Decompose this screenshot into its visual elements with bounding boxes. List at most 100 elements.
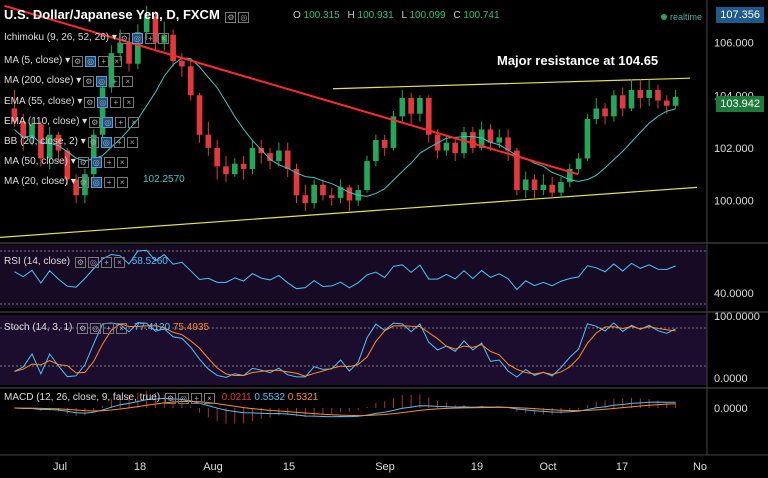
eye-icon[interactable]: ◎ [85,56,97,67]
settings-icon[interactable]: ⚙ [74,257,86,268]
candle-body [514,150,520,191]
pane-axis-label: 0.0000 [714,373,748,385]
settings-icon[interactable]: ⚙ [164,393,176,404]
realtime-label: realtime [670,12,703,22]
eye-icon[interactable]: ◎ [100,137,112,148]
add-icon[interactable]: + [103,323,115,334]
close-icon[interactable]: × [203,393,215,404]
gear-icon[interactable]: ⚙ [72,56,84,67]
eye-icon[interactable]: ◎ [97,97,109,108]
settings-icon[interactable]: ⚙ [77,323,89,334]
gear-icon[interactable]: ⚙ [118,33,130,44]
close-icon[interactable]: × [116,323,128,334]
eye-icon[interactable]: ◎ [96,76,108,87]
candle-body [540,184,547,191]
hide-icon[interactable]: ◎ [177,393,189,404]
eye-icon[interactable]: ◎ [102,117,114,128]
candle-body [470,132,476,148]
add-icon[interactable]: + [103,157,115,168]
candle-body [223,166,229,175]
candle-body [531,179,538,191]
candle-body [611,95,617,117]
eye-icon[interactable]: ◎ [90,157,102,168]
indicator-legend-item[interactable]: MA (20, close) ▾ ⚙ ◎ + × [4,176,128,188]
eye-icon[interactable]: ◎ [90,177,102,188]
candle-body [602,108,608,117]
add-icon[interactable]: + [109,76,121,87]
gear-icon[interactable]: ⚙ [87,137,99,148]
gear-icon[interactable]: ⚙ [77,177,89,188]
candle-body [240,163,247,169]
pane-axis-label: 100.0000 [714,311,760,323]
close-icon[interactable]: × [113,257,125,268]
high-value: 100.931 [357,10,394,21]
gear-icon[interactable]: ⚙ [84,97,96,108]
eye-icon[interactable]: ◎ [131,33,143,44]
stoch-pane [0,315,707,385]
candle-body [381,140,388,148]
add-icon[interactable]: + [144,33,156,44]
indicator-legend-item[interactable]: MA (5, close) ▾ ⚙ ◎ + × [4,55,123,67]
add-icon[interactable]: + [103,177,115,188]
add-icon[interactable]: + [110,97,122,108]
add-icon[interactable]: + [100,257,112,268]
stoch-k-value: 77.4120 [133,322,171,333]
time-tick-label: 15 [283,461,295,473]
hide-icon[interactable]: ◎ [238,12,250,23]
symbol-title: U.S. Dollar/Japanese Yen, D, FXCM [4,7,220,22]
stoch-k-line [14,322,676,378]
indicator-legend-item[interactable]: EMA (55, close) ▾ ⚙ ◎ + × [4,96,135,108]
candle-body [214,147,220,167]
gear-icon[interactable]: ⚙ [83,76,95,87]
close-icon[interactable]: × [128,117,140,128]
candle-body [655,90,661,101]
channel-bottom-line [0,186,698,238]
macd-signal-line [14,400,676,417]
add-icon[interactable]: + [113,137,125,148]
candle-body [293,168,300,196]
add-icon[interactable]: + [190,393,202,404]
close-icon[interactable]: × [116,157,128,168]
hide-icon[interactable]: ◎ [87,257,99,268]
settings-icon[interactable]: ⚙ [225,12,237,23]
close-icon[interactable]: × [123,97,135,108]
ma20-value: 102.2570 [143,174,185,185]
time-tick-label: Jul [53,461,67,473]
close-icon[interactable]: × [126,137,138,148]
candle-body [231,163,238,175]
indicator-legend-item[interactable]: Ichimoku (9, 26, 52, 26) ▾ ⚙ ◎ + × [4,32,169,44]
indicator-label: MA (200, close) ▾ [4,75,82,86]
candle-body [452,142,459,154]
indicator-label: MA (50, close) ▾ [4,156,76,167]
indicator-legend-item[interactable]: MA (200, close) ▾ ⚙ ◎ + × [4,75,134,87]
candle-body [575,158,582,169]
rsi-value: 58.5260 [131,256,168,267]
channel-top-line [332,77,691,90]
hide-icon[interactable]: ◎ [90,323,102,334]
candle-body [337,187,344,198]
close-icon[interactable]: × [116,177,128,188]
macd-signal-value: 0.5321 [287,392,319,403]
close-icon[interactable]: × [111,56,123,67]
indicator-legend-item[interactable]: BB (20, close, 2) ▾ ⚙ ◎ + × [4,136,138,148]
close-icon[interactable]: × [157,33,169,44]
price-top-label: 107.356 [716,7,764,23]
indicator-legend-item[interactable]: EMA (110, close) ▾ ⚙ ◎ + × [4,116,140,128]
close-icon[interactable]: × [122,76,134,87]
candle-body [461,132,467,154]
candle-body [672,96,679,106]
indicator-legend-item[interactable]: MA (50, close) ▾ ⚙ ◎ + × [4,156,128,168]
macd-title: MACD (12, 26, close, 9, false, true) [4,392,161,403]
candle-body [408,97,414,114]
candle-body [82,174,88,196]
gear-icon[interactable]: ⚙ [77,157,89,168]
time-tick-label: Sep [375,461,395,473]
price-tick-label: 106.000 [714,38,754,50]
candle-body [108,53,115,88]
macd-label: MACD (12, 26, close, 9, false, true) ⚙ ◎ +… [4,392,318,404]
realtime-dot-icon [661,14,667,20]
gear-icon[interactable]: ⚙ [89,117,101,128]
add-icon[interactable]: + [98,56,110,67]
add-icon[interactable]: + [115,117,127,128]
